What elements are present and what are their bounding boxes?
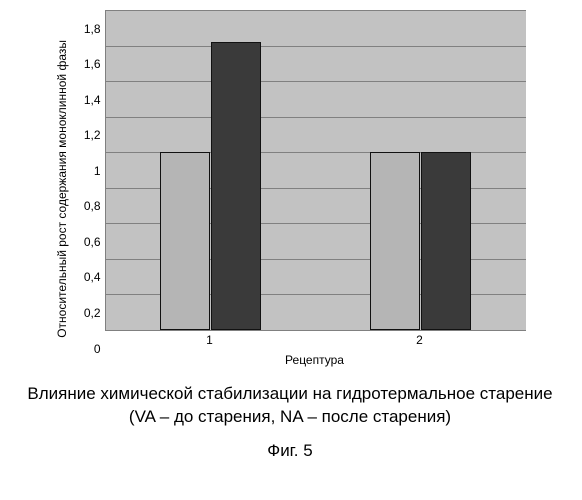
chart-area: Относительный рост содержания моноклинно…: [55, 10, 526, 367]
bar: [160, 152, 210, 330]
bar: [421, 152, 471, 330]
bar: [211, 42, 261, 330]
y-tick-label: 0: [94, 343, 101, 355]
y-tick-label: 1: [94, 165, 101, 177]
y-tick-label: 0,2: [84, 307, 101, 319]
figure-container: Относительный рост содержания моноклинно…: [10, 10, 570, 461]
figure-number: Фиг. 5: [267, 441, 312, 461]
caption-line-1: Влияние химической стабилизации на гидро…: [27, 384, 552, 403]
y-tick-label: 0,6: [84, 236, 101, 248]
y-tick-label: 1,8: [84, 23, 101, 35]
y-axis-title: Относительный рост содержания моноклинно…: [55, 40, 69, 338]
plot-region: [105, 10, 526, 331]
y-tick-label: 1,4: [84, 94, 101, 106]
bar-group: [106, 10, 526, 330]
bar: [370, 152, 420, 330]
y-axis-ticks: 1,81,61,41,210,80,60,40,20: [75, 29, 105, 349]
y-tick-label: 0,4: [84, 271, 101, 283]
x-axis-ticks: 12: [105, 331, 525, 349]
x-tick-label: 1: [206, 333, 213, 347]
x-tick-label: 2: [416, 333, 423, 347]
caption-line-2: (VA – до старения, NA – после старения): [129, 407, 451, 426]
plot-column: 12 Рецептура: [105, 10, 526, 367]
y-tick-label: 1,2: [84, 129, 101, 141]
figure-caption: Влияние химической стабилизации на гидро…: [27, 383, 552, 429]
x-axis-title: Рецептура: [105, 353, 525, 367]
y-tick-label: 1,6: [84, 58, 101, 70]
y-tick-label: 0,8: [84, 200, 101, 212]
